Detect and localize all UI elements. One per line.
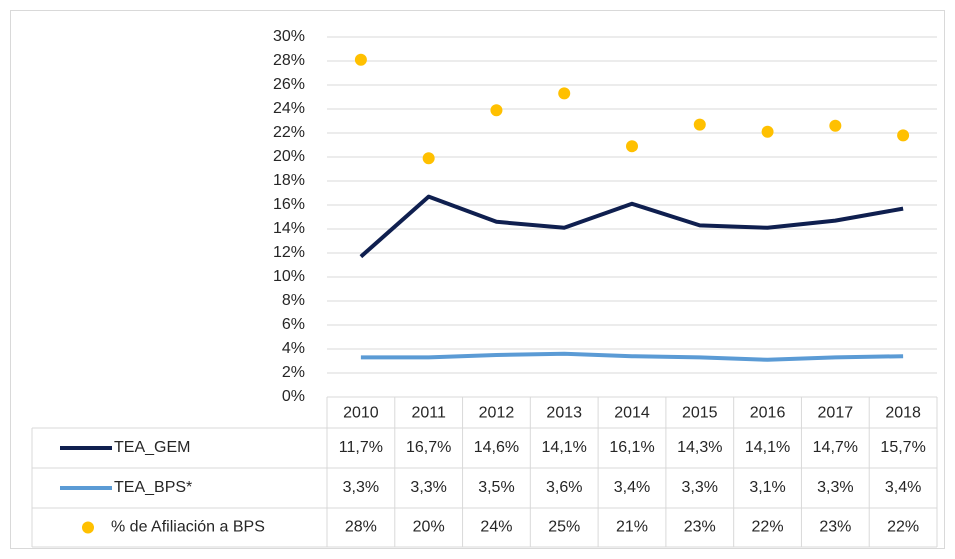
y-tick-label: 18% (273, 172, 305, 189)
x-tick-label: 2012 (479, 405, 515, 422)
legend-label: % de Afiliación a BPS (111, 519, 265, 536)
table-value: 3,4% (885, 479, 921, 496)
table-value: 3,1% (749, 479, 785, 496)
y-tick-label: 14% (273, 220, 305, 237)
table-value: 3,3% (817, 479, 853, 496)
table-value: 23% (819, 519, 851, 536)
table-value: 23% (684, 519, 716, 536)
y-tick-label: 30% (273, 28, 305, 45)
table-value: 3,4% (614, 479, 650, 496)
table-value: 3,3% (343, 479, 379, 496)
table-value: 15,7% (880, 439, 925, 456)
table-value: 16,7% (406, 439, 451, 456)
y-tick-label: 12% (273, 244, 305, 261)
data-point (422, 152, 435, 165)
data-line (359, 194, 904, 259)
table-value: 14,1% (745, 439, 790, 456)
y-tick-label: 8% (282, 292, 305, 309)
y-tick-label: 26% (273, 76, 305, 93)
x-tick-label: 2015 (682, 405, 718, 422)
x-tick-label: 2010 (343, 405, 379, 422)
data-point (761, 125, 774, 138)
data-point (490, 104, 503, 117)
table-value: 22% (752, 519, 784, 536)
table-value: 14,7% (813, 439, 858, 456)
x-tick-label: 2017 (818, 405, 854, 422)
y-tick-label: 2% (282, 364, 305, 381)
table-value: 14,3% (677, 439, 722, 456)
data-line (360, 351, 904, 362)
table-value: 25% (548, 519, 580, 536)
y-tick-label: 28% (273, 52, 305, 69)
table-value: 24% (480, 519, 512, 536)
y-tick-label: 24% (273, 100, 305, 117)
table-value: 11,7% (339, 439, 383, 456)
y-tick-label: 20% (273, 148, 305, 165)
legend-label: TEA_BPS* (114, 479, 192, 496)
y-tick-label: 0% (282, 388, 305, 405)
x-tick-label: 2014 (614, 405, 650, 422)
y-tick-label: 6% (282, 316, 305, 333)
x-tick-label: 2016 (750, 405, 786, 422)
legend-label: TEA_GEM (114, 439, 190, 456)
y-tick-label: 22% (273, 124, 305, 141)
table-value: 20% (413, 519, 445, 536)
data-point (354, 53, 367, 66)
data-point (693, 118, 706, 131)
table-value: 28% (345, 519, 377, 536)
data-point (897, 129, 910, 142)
y-tick-label: 16% (273, 196, 305, 213)
table-value: 14,6% (474, 439, 519, 456)
table-value: 3,5% (478, 479, 514, 496)
data-point (558, 87, 571, 100)
x-tick-label: 2011 (411, 405, 446, 422)
table-value: 21% (616, 519, 648, 536)
table-value: 3,3% (410, 479, 446, 496)
table-value: 3,3% (682, 479, 718, 496)
table-value: 22% (887, 519, 919, 536)
table-value: 14,1% (542, 439, 587, 456)
table-value: 3,6% (546, 479, 582, 496)
legend-marker (82, 521, 94, 534)
data-point (626, 140, 638, 153)
x-tick-label: 2013 (546, 405, 582, 422)
y-tick-label: 4% (282, 340, 305, 357)
y-tick-label: 10% (273, 268, 305, 285)
table-value: 16,1% (609, 439, 654, 456)
x-tick-label: 2018 (885, 405, 921, 422)
data-point (829, 119, 842, 132)
chart-frame (10, 10, 945, 549)
